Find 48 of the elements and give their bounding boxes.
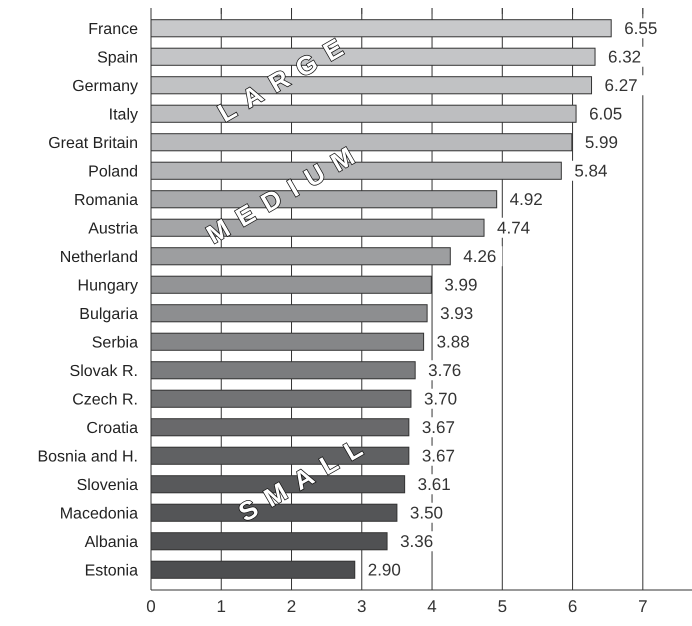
y-tick-label: Slovenia [76,476,138,494]
x-tick-label: 7 [638,597,648,616]
data-label: 6.32 [608,48,642,67]
data-label: 3.36 [400,532,434,552]
data-label: 3.76 [428,361,462,380]
y-tick-label: Czech R. [72,391,138,408]
data-label: 6.27 [604,76,638,96]
y-tick-label: Germany [72,78,138,95]
y-tick-label: Estonia [84,562,138,580]
y-tick-label: Poland [88,163,138,180]
x-tick-label: 3 [357,597,367,616]
x-tick-label: 1 [216,597,226,616]
x-tick-label: 5 [498,597,508,616]
y-tick-label: France [88,20,138,38]
data-label: 3.67 [422,446,455,466]
data-label: 2.90 [368,560,401,580]
data-label: 4.92 [510,190,543,210]
y-tick-label: Great Britain [48,134,138,152]
data-label: 4.74 [497,218,530,238]
y-tick-label: Macedonia [60,505,138,522]
data-label: 6.55 [624,19,658,38]
y-tick-label: Netherland [60,248,138,266]
y-tick-label: Italy [108,106,138,124]
y-tick-label: Albania [84,534,138,551]
y-tick-label: Romania [74,192,138,209]
y-tick-label: Bosnia and H. [37,448,138,466]
data-label: 5.84 [574,162,608,181]
data-label: 3.99 [444,276,478,295]
y-tick-label: Slovak R. [70,362,138,380]
data-label: 3.67 [422,418,455,438]
x-tick-label: 6 [568,597,578,616]
y-tick-label: Austria [88,220,138,238]
data-label: 3.93 [440,304,474,324]
y-tick-label: Hungary [78,277,138,294]
y-tick-label: Serbia [92,334,138,352]
x-tick-label: 0 [146,597,156,616]
data-label: 5.99 [584,133,618,152]
y-tick-label: Croatia [86,420,138,437]
data-label: 3.70 [424,390,458,409]
y-tick-label: Bulgaria [79,306,138,323]
data-label: 3.50 [410,504,444,523]
data-label: 3.61 [418,475,451,494]
x-tick-label: 2 [286,597,296,616]
x-tick-label: 4 [427,597,437,616]
data-label: 3.88 [436,332,470,352]
y-tick-label: Spain [97,49,138,66]
data-label: 4.26 [463,247,496,266]
data-label: 6.05 [589,104,622,124]
